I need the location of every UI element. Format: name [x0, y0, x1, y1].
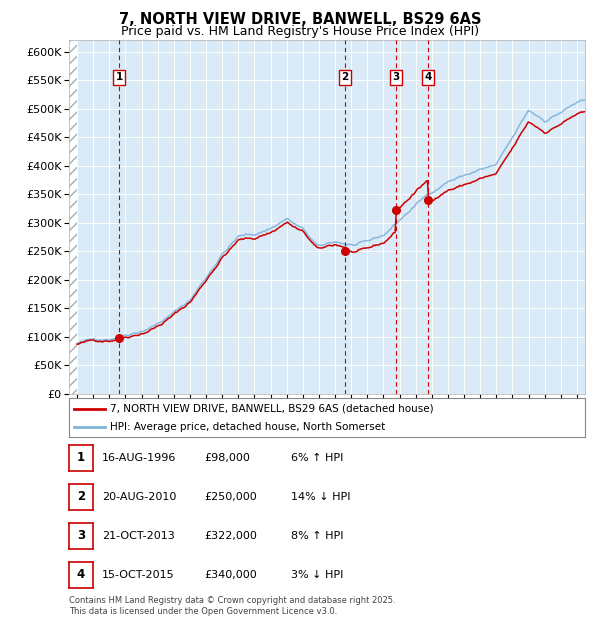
Text: 4: 4: [425, 73, 432, 82]
Text: 7, NORTH VIEW DRIVE, BANWELL, BS29 6AS (detached house): 7, NORTH VIEW DRIVE, BANWELL, BS29 6AS (…: [110, 404, 434, 414]
Text: 2: 2: [341, 73, 349, 82]
Text: Contains HM Land Registry data © Crown copyright and database right 2025.
This d: Contains HM Land Registry data © Crown c…: [69, 596, 395, 616]
Text: 4: 4: [77, 569, 85, 581]
Bar: [69, 40, 77, 394]
Text: £250,000: £250,000: [204, 492, 257, 502]
Text: 14% ↓ HPI: 14% ↓ HPI: [291, 492, 350, 502]
Text: 3: 3: [393, 73, 400, 82]
Text: 3: 3: [77, 529, 85, 542]
Text: 16-AUG-1996: 16-AUG-1996: [102, 453, 176, 463]
Text: 8% ↑ HPI: 8% ↑ HPI: [291, 531, 343, 541]
Text: 1: 1: [77, 451, 85, 464]
Text: £98,000: £98,000: [204, 453, 250, 463]
Text: 2: 2: [77, 490, 85, 503]
Text: 7, NORTH VIEW DRIVE, BANWELL, BS29 6AS: 7, NORTH VIEW DRIVE, BANWELL, BS29 6AS: [119, 12, 481, 27]
Text: HPI: Average price, detached house, North Somerset: HPI: Average price, detached house, Nort…: [110, 422, 386, 432]
Text: 21-OCT-2013: 21-OCT-2013: [102, 531, 175, 541]
Text: 6% ↑ HPI: 6% ↑ HPI: [291, 453, 343, 463]
Text: 20-AUG-2010: 20-AUG-2010: [102, 492, 176, 502]
Text: £322,000: £322,000: [204, 531, 257, 541]
Text: 1: 1: [116, 73, 123, 82]
Text: Price paid vs. HM Land Registry's House Price Index (HPI): Price paid vs. HM Land Registry's House …: [121, 25, 479, 38]
Text: 3% ↓ HPI: 3% ↓ HPI: [291, 570, 343, 580]
Text: £340,000: £340,000: [204, 570, 257, 580]
Text: 15-OCT-2015: 15-OCT-2015: [102, 570, 175, 580]
